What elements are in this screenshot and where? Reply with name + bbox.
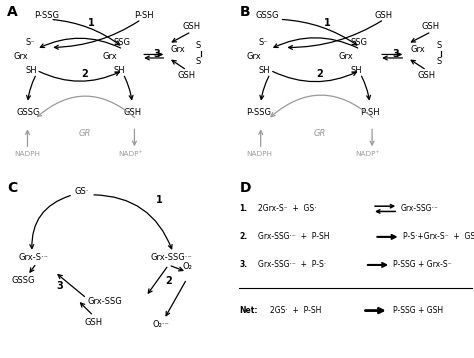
Text: GSH: GSH: [374, 11, 392, 20]
Text: 1: 1: [88, 18, 95, 28]
Text: Grx: Grx: [410, 45, 425, 54]
Text: 3.: 3.: [239, 261, 247, 270]
Text: 2: 2: [317, 69, 323, 79]
Text: Grx-SSG: Grx-SSG: [88, 297, 122, 306]
Text: Grx-SSG·⁻: Grx-SSG·⁻: [401, 204, 438, 213]
Text: Grx-SSG·⁻: Grx-SSG·⁻: [150, 253, 192, 262]
Text: GS·: GS·: [75, 187, 89, 196]
Text: GSH: GSH: [84, 318, 102, 327]
Text: 2.: 2.: [239, 232, 247, 241]
Text: 1: 1: [156, 195, 163, 205]
Text: P-SSG: P-SSG: [34, 11, 59, 20]
Text: SSG: SSG: [351, 38, 368, 47]
Text: Grx-S·⁻: Grx-S·⁻: [18, 253, 48, 262]
Text: D: D: [239, 181, 251, 195]
Text: GSH: GSH: [417, 71, 435, 80]
Text: GSH: GSH: [422, 22, 440, 31]
Text: S⁻: S⁻: [25, 38, 35, 47]
Text: P-SSG + Grx-S⁻: P-SSG + Grx-S⁻: [393, 261, 452, 270]
Text: C: C: [7, 181, 17, 195]
Text: P-SH: P-SH: [135, 11, 154, 20]
Text: Grx: Grx: [14, 52, 28, 61]
Text: 1.: 1.: [239, 204, 247, 213]
Text: SSG: SSG: [114, 38, 131, 47]
Text: Grx: Grx: [102, 52, 118, 61]
Text: B: B: [239, 5, 250, 19]
Text: 3: 3: [154, 49, 161, 59]
Text: Grx: Grx: [246, 52, 261, 61]
Text: S: S: [436, 41, 441, 50]
Text: SH: SH: [258, 66, 270, 75]
Text: NADP⁺: NADP⁺: [356, 151, 380, 158]
Text: 2: 2: [165, 276, 172, 286]
Text: 2Grx-S⁻  +  GS·: 2Grx-S⁻ + GS·: [258, 204, 317, 213]
Text: P-SH: P-SH: [360, 108, 380, 117]
Text: SH: SH: [114, 66, 126, 75]
Text: GR: GR: [314, 129, 326, 138]
Text: A: A: [7, 5, 18, 19]
Text: NADPH: NADPH: [14, 151, 40, 158]
Text: GSH: GSH: [182, 22, 201, 31]
Text: Grx-SSG·⁻  +  P-S·: Grx-SSG·⁻ + P-S·: [258, 261, 327, 270]
Text: 1: 1: [324, 18, 330, 28]
Text: SH: SH: [25, 66, 37, 75]
Text: O₂: O₂: [182, 262, 192, 271]
Text: NADPH: NADPH: [246, 151, 273, 158]
Text: 2: 2: [81, 69, 88, 79]
Text: SH: SH: [351, 66, 363, 75]
Text: P-S·+Grx-S⁻  +  GSH: P-S·+Grx-S⁻ + GSH: [403, 232, 474, 241]
Text: P-SSG + GSH: P-SSG + GSH: [393, 306, 444, 315]
Text: Net:: Net:: [239, 306, 258, 315]
Text: S: S: [196, 57, 201, 66]
Text: S: S: [196, 41, 201, 50]
Text: 3: 3: [56, 281, 63, 291]
Text: Grx: Grx: [339, 52, 354, 61]
Text: O₂·⁻: O₂·⁻: [153, 320, 170, 329]
Text: GSH: GSH: [123, 108, 141, 117]
Text: GSSG: GSSG: [16, 108, 40, 117]
Text: GSSG: GSSG: [256, 11, 280, 20]
Text: S⁻: S⁻: [258, 38, 268, 47]
Text: S: S: [436, 57, 441, 66]
Text: P-SSG: P-SSG: [246, 108, 272, 117]
Text: NADP⁺: NADP⁺: [118, 151, 143, 158]
Text: GSH: GSH: [178, 71, 196, 80]
Text: 3: 3: [392, 49, 399, 59]
Text: Grx-SSG·⁻  +  P-SH: Grx-SSG·⁻ + P-SH: [258, 232, 330, 241]
Text: GR: GR: [78, 129, 91, 138]
Text: GSSG: GSSG: [11, 276, 35, 285]
Text: Grx: Grx: [171, 45, 186, 54]
Text: 2GS·  +  P-SH: 2GS· + P-SH: [270, 306, 321, 315]
